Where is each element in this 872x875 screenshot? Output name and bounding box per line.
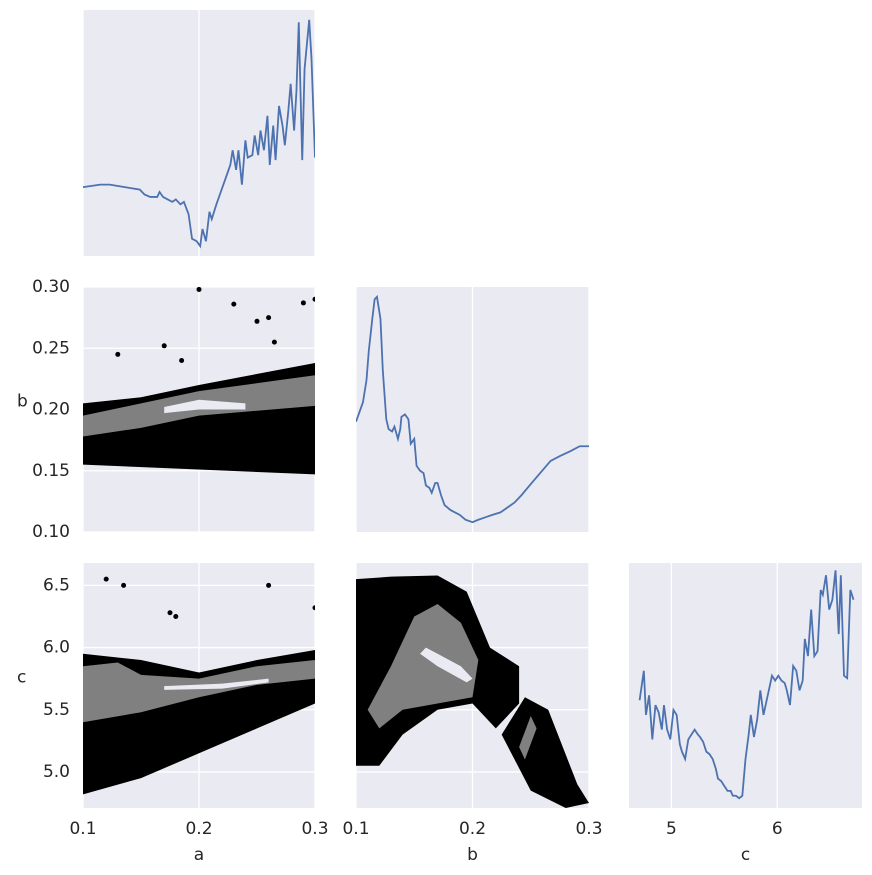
x-tick-label: 0.2 [459,819,486,839]
y-tick-label: 0.10 [32,522,70,542]
panel [355,287,590,532]
plot-area [356,575,589,808]
outlier-point [167,610,173,616]
outlier-point [266,315,272,321]
outlier-point [266,582,272,588]
plot-area [638,570,855,800]
x-axis-label: b [467,845,478,865]
outlier-point [173,613,179,619]
y-tick-label: 0.30 [32,277,70,297]
outlier-point [300,300,306,306]
contour-region [367,604,479,729]
y-tick-label: 0.25 [32,338,70,358]
panel: 5 6 c [629,563,862,865]
density-line [638,570,855,800]
x-tick-label: 0.1 [69,819,96,839]
x-axis-label: c [741,845,750,865]
panel: 0.1 0.2 0.3 5.0 5.5 6.0 6.5 a c [17,563,329,865]
plot-area [83,563,315,795]
outlier-point [312,605,315,611]
outlier-point [196,287,202,292]
contour-region [164,399,246,414]
y-axis-label: b [17,392,28,412]
contour-region [501,697,589,808]
y-tick-label: 5.0 [43,762,70,782]
plot-area [356,294,589,524]
y-axis-label: c [17,668,26,688]
panel: 0.1 0.2 0.3 b [342,563,603,865]
y-tick-label: 5.5 [43,700,70,720]
contour-region [83,660,315,723]
plot-area [83,287,315,475]
contour-region [420,647,473,683]
outlier-point [231,301,237,307]
x-tick-label: 6 [772,819,783,839]
outlier-point [271,339,277,345]
x-axis-label: a [194,845,204,865]
x-tick-label: 0.3 [301,819,328,839]
outlier-point [254,318,260,324]
outlier-point [163,563,165,564]
contour-region [519,715,537,760]
x-tick-label: 0.1 [342,819,369,839]
y-tick-label: 6.0 [43,638,70,658]
x-tick-label: 0.3 [575,819,602,839]
y-tick-label: 0.20 [32,400,70,420]
outlier-point [312,296,315,302]
panel-background [629,563,862,808]
plot-area [83,19,315,249]
outlier-point [161,343,167,349]
panel [82,10,316,256]
outlier-point [121,582,127,588]
density-line [83,19,315,249]
x-tick-label: 5 [666,819,677,839]
contour-region [164,678,269,690]
y-tick-label: 0.15 [32,461,70,481]
outlier-point [103,576,109,582]
outlier-point [179,358,185,363]
density-line [356,294,589,524]
x-tick-label: 0.2 [185,819,212,839]
panel: 0.10 0.15 0.20 0.25 0.30 b [17,277,316,542]
outlier-point [115,351,121,357]
y-tick-label: 6.5 [43,575,70,595]
